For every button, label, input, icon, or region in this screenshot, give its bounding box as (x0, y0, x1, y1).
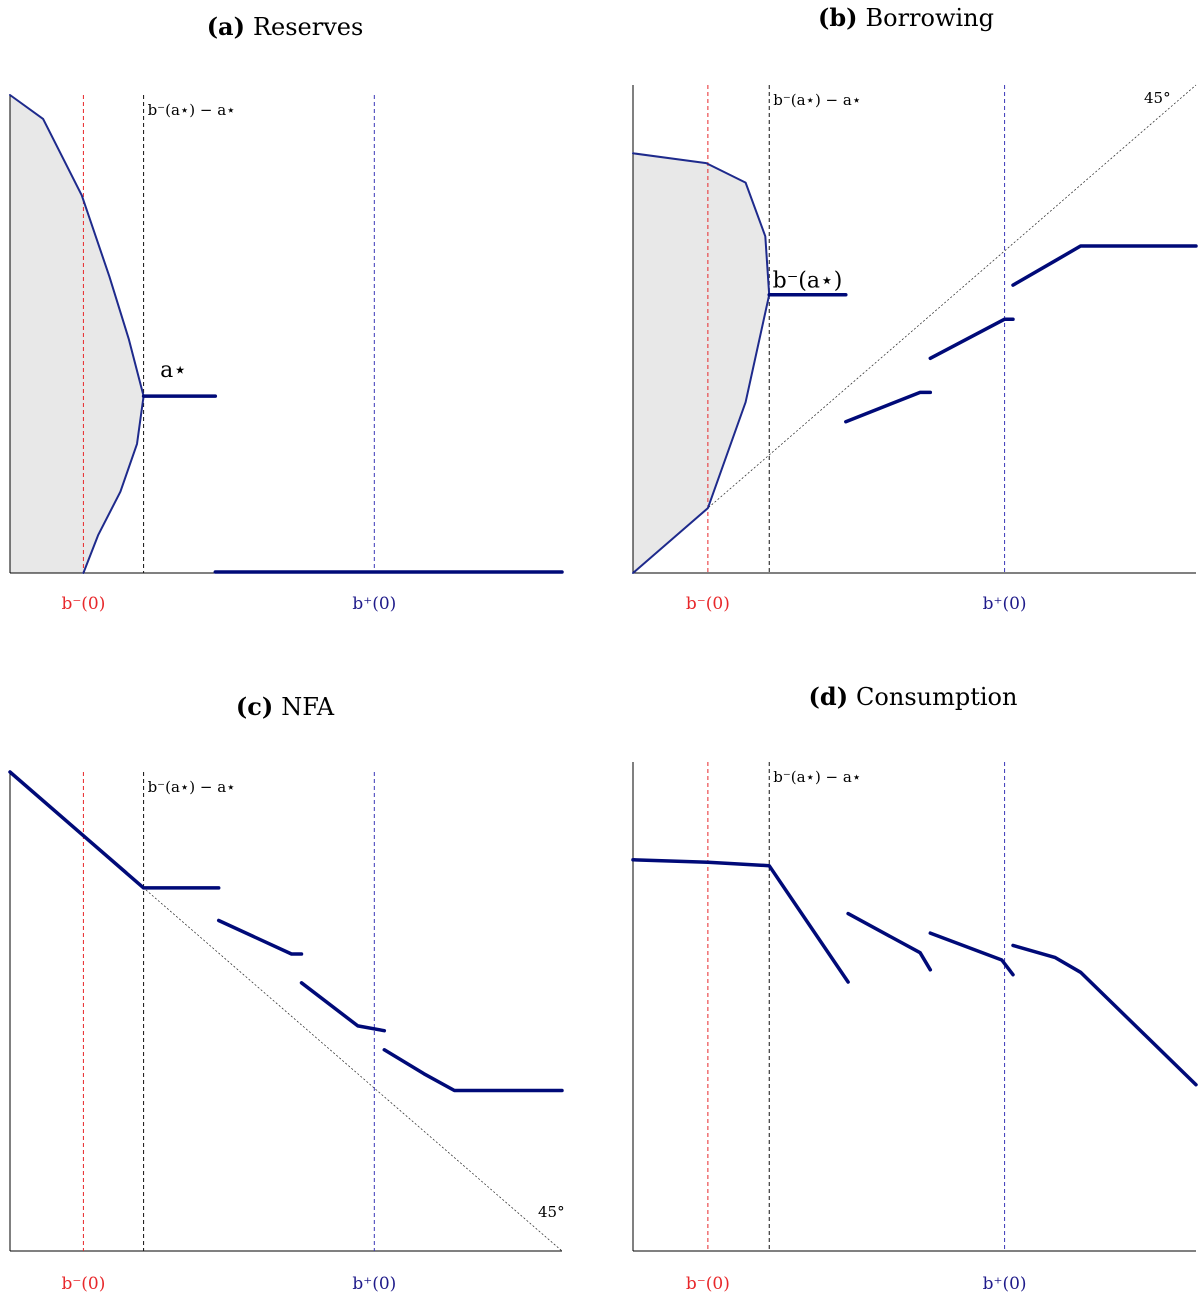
annotation-a-0: a⋆ (160, 358, 187, 383)
series-d-0 (631, 858, 850, 984)
tick-label-c-2: b⁺(0) (352, 1274, 396, 1294)
panel-d-title: (d) Consumption (809, 682, 1018, 711)
series-a-0 (9, 94, 145, 574)
tick-label-b-0: b⁻(0) (686, 594, 730, 614)
series-c-2 (299, 981, 387, 1033)
annotation-b-0: b⁻(a⋆) (773, 269, 843, 294)
series-d-2 (928, 931, 1015, 977)
panel-b-title: (b) Borrowing (818, 3, 994, 32)
vline-label-d-1: b⁻(a⋆) − a⋆ (773, 768, 861, 786)
panel-c-tag: (c) (235, 692, 274, 721)
series-b-0 (632, 152, 771, 574)
tick-label-b-2: b⁺(0) (983, 594, 1027, 614)
diagonal-45-label-b: 45° (1144, 89, 1171, 107)
chart-a: b⁻(0) b⁻(a⋆) − a⋆ b⁺(0) a⋆ (9, 94, 564, 614)
panel-a-title: (a) Reserves (207, 12, 364, 41)
series-c-3 (382, 1048, 564, 1093)
tick-label-a-2: b⁺(0) (352, 594, 396, 614)
series-d-3 (1011, 943, 1198, 1087)
series-d-1 (846, 911, 933, 972)
tick-label-c-0: b⁻(0) (61, 1274, 105, 1294)
panel-d-tag: (d) (808, 682, 849, 711)
chart-c: 45° b⁻(0) b⁻(a⋆) − a⋆ b⁺(0) (8, 770, 565, 1294)
vline-label-a-1: b⁻(a⋆) − a⋆ (148, 101, 236, 119)
chart-d: b⁻(0) b⁻(a⋆) − a⋆ b⁺(0) (631, 762, 1198, 1294)
tick-label-d-2: b⁺(0) (983, 1274, 1027, 1294)
shaded-region-b (633, 153, 770, 574)
series-c-1 (216, 918, 304, 956)
diagonal-45-line-b (632, 84, 1197, 574)
panel-c-title: (c) NFA (236, 692, 334, 721)
panel-a-title-text: Reserves (252, 13, 364, 41)
panel-b-title-text: Borrowing (865, 4, 995, 32)
series-b-4 (1011, 244, 1198, 287)
vline-label-b-1: b⁻(a⋆) − a⋆ (773, 91, 861, 109)
series-c-0 (8, 770, 221, 890)
panel-a-tag: (a) (206, 12, 245, 41)
panel-d-title-text: Consumption (856, 683, 1018, 711)
panel-c-title-text: NFA (281, 693, 335, 721)
tick-label-a-0: b⁻(0) (61, 594, 105, 614)
panel-b-tag: (b) (817, 3, 858, 32)
shaded-region-a (10, 95, 144, 573)
vline-label-c-1: b⁻(a⋆) − a⋆ (148, 778, 236, 796)
chart-b: 45° b⁻(0) b⁻(a⋆) − a⋆ b⁺(0) b⁻(a⋆) (632, 84, 1198, 614)
tick-label-d-0: b⁻(0) (686, 1274, 730, 1294)
series-b-2 (844, 390, 933, 424)
series-b-3 (928, 317, 1015, 361)
diagonal-45-label-c: 45° (538, 1203, 565, 1221)
